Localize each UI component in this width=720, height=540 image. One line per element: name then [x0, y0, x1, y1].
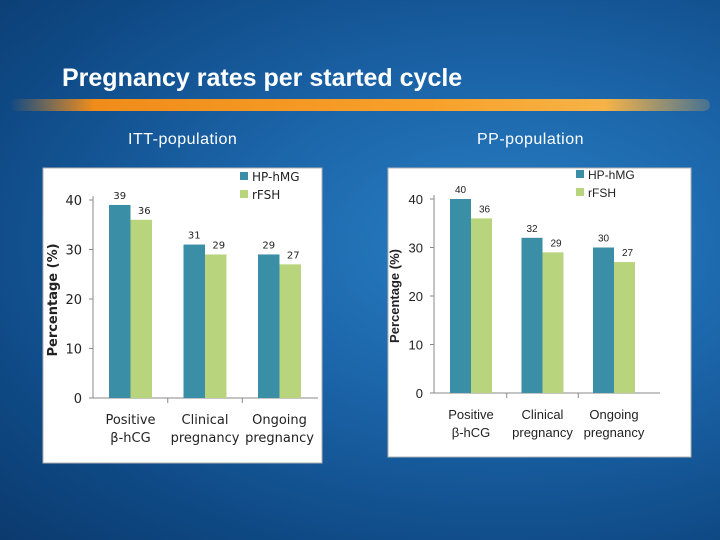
bar-rfsh — [205, 254, 227, 398]
x-tick-label: Ongoing — [589, 407, 638, 422]
bar-rfsh — [279, 264, 301, 398]
y-axis-label: Percentage (%) — [46, 243, 61, 356]
y-tick-label: 10 — [409, 338, 423, 353]
x-tick-label: Clinical — [522, 407, 564, 422]
x-tick-label: Clinical — [182, 413, 229, 428]
bar-rfsh — [130, 219, 152, 398]
data-label: 29 — [550, 238, 562, 249]
legend-swatch — [576, 170, 584, 178]
legend-label: HP-hMG — [588, 168, 635, 182]
bar-hp-hmg — [593, 247, 614, 393]
data-label: 27 — [287, 250, 300, 261]
y-axis-label: Percentage (%) — [387, 249, 402, 343]
x-tick-label: pregnancy — [512, 425, 573, 440]
data-label: 36 — [479, 204, 491, 215]
data-label: 39 — [113, 191, 126, 202]
bar-hp-hmg — [183, 244, 205, 398]
y-tick-label: 30 — [65, 244, 82, 259]
x-tick-label: pregnancy — [584, 425, 645, 440]
bar-rfsh — [614, 262, 635, 393]
legend-swatch — [240, 190, 248, 198]
title-underline — [10, 99, 710, 111]
y-tick-label: 30 — [409, 241, 423, 256]
data-label: 30 — [598, 234, 610, 245]
bar-hp-hmg — [258, 254, 280, 398]
y-tick-label: 10 — [65, 343, 82, 358]
legend-label: HP-hMG — [252, 170, 300, 184]
x-tick-label: β-hCG — [110, 431, 150, 446]
y-tick-label: 40 — [409, 192, 423, 207]
data-label: 29 — [212, 240, 225, 251]
bar-rfsh — [471, 218, 492, 393]
bar-hp-hmg — [109, 204, 131, 398]
x-tick-label: pregnancy — [171, 431, 240, 446]
x-tick-label: Positive — [105, 413, 155, 428]
legend-label: rFSH — [588, 186, 616, 200]
x-tick-label: Positive — [448, 407, 494, 422]
data-label: 32 — [526, 224, 538, 235]
data-label: 40 — [455, 185, 467, 196]
legend-label: rFSH — [252, 188, 280, 202]
x-tick-label: Ongoing — [252, 413, 307, 428]
pp-subtitle: PP-population — [477, 131, 585, 148]
x-tick-label: β-hCG — [452, 425, 491, 440]
bar-hp-hmg — [450, 199, 471, 393]
data-label: 29 — [262, 240, 275, 251]
itt-subtitle: ITT-population — [128, 131, 238, 148]
y-tick-label: 40 — [65, 194, 82, 209]
legend-swatch — [576, 188, 584, 196]
y-tick-label: 20 — [409, 289, 423, 304]
data-label: 31 — [188, 231, 201, 242]
y-tick-label: 0 — [416, 386, 423, 401]
x-tick-label: pregnancy — [245, 431, 314, 446]
data-label: 27 — [622, 248, 634, 259]
bar-hp-hmg — [521, 237, 543, 393]
legend-swatch — [240, 172, 248, 180]
y-tick-label: 0 — [74, 392, 82, 407]
data-label: 36 — [138, 206, 151, 217]
y-tick-label: 20 — [65, 293, 82, 308]
slide-title: Pregnancy rates per started cycle — [62, 64, 463, 92]
bar-rfsh — [542, 252, 564, 393]
